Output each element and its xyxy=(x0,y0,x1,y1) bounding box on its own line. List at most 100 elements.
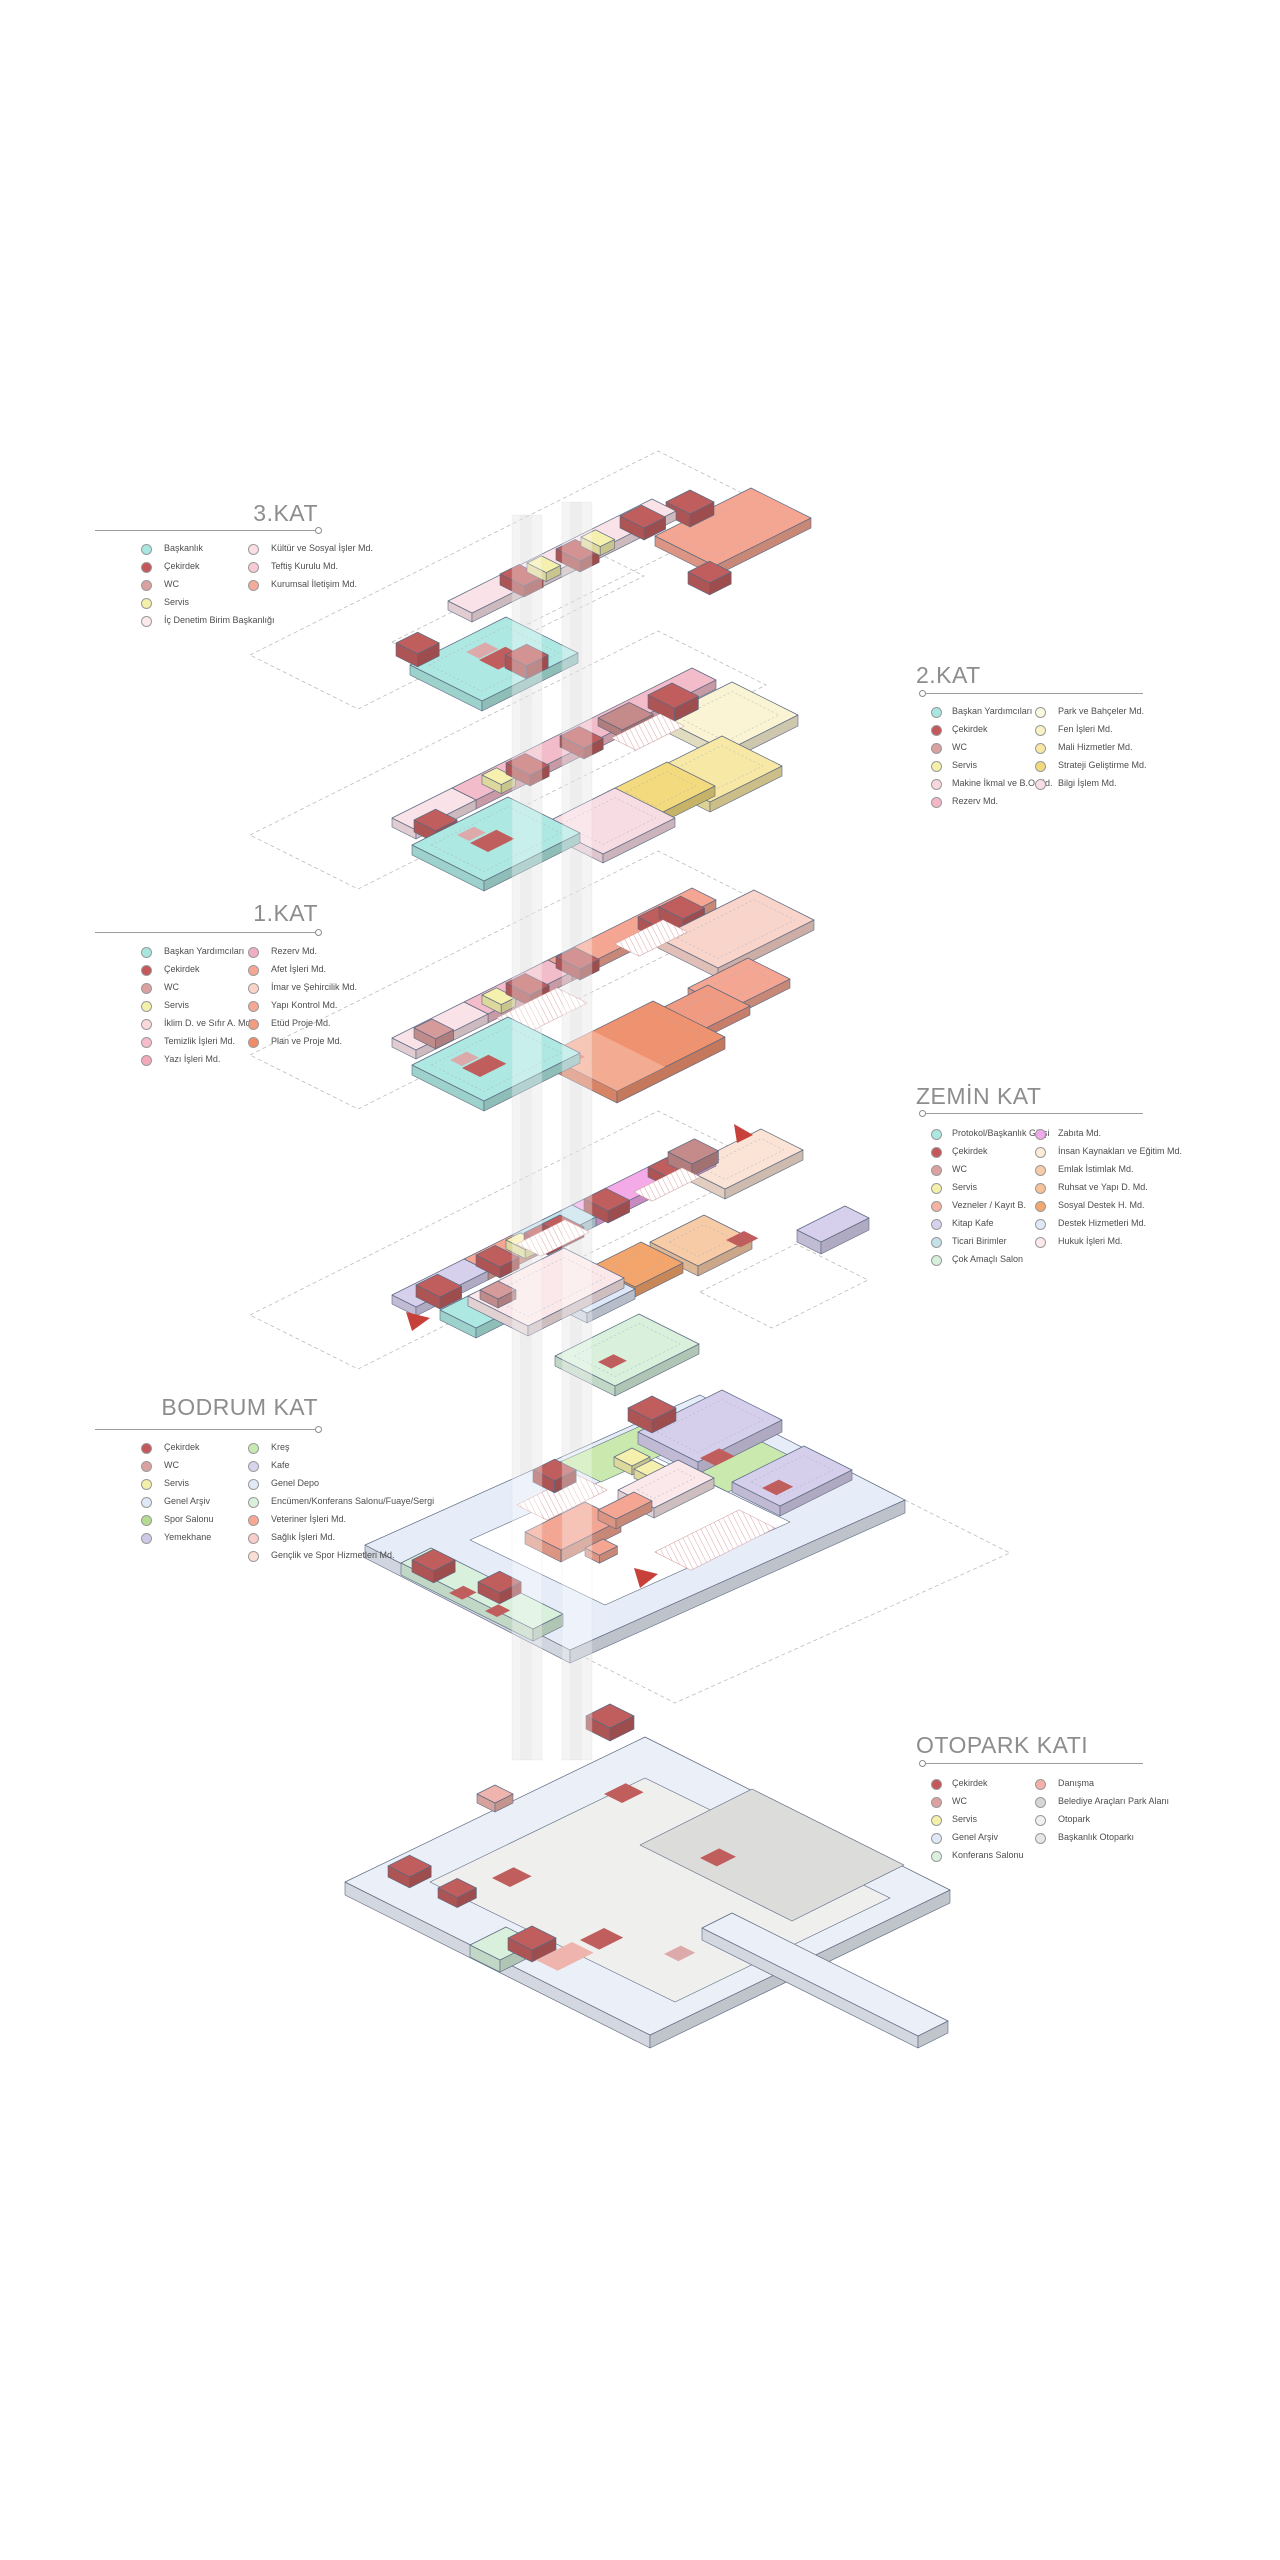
legend-label: Rezerv Md. xyxy=(952,796,999,806)
legend-label: Ruhsat ve Yapı D. Md. xyxy=(1058,1182,1148,1192)
legend-label: Sosyal Destek H. Md. xyxy=(1058,1200,1145,1210)
legend-label: İklim D. ve Sıfır A. Md. xyxy=(164,1018,254,1028)
legend-label: Veteriner İşleri Md. xyxy=(271,1514,347,1524)
legend-label: WC xyxy=(164,1460,179,1470)
floor-title-bodrum: BODRUM KAT xyxy=(161,1394,318,1420)
legend-label: İmar ve Şehircilik Md. xyxy=(271,982,358,992)
legend-swatch xyxy=(1034,1182,1046,1194)
legend-swatch xyxy=(140,1442,152,1454)
legend-swatch xyxy=(930,1832,942,1844)
legend-label: Başkanlık xyxy=(164,543,204,553)
legend-label: WC xyxy=(952,1164,967,1174)
floor-title-kat1: 1.KAT xyxy=(253,900,318,926)
legend-divider-dot-icon xyxy=(314,1426,322,1433)
legend-swatch xyxy=(1034,778,1046,790)
legend-label: Çekirdek xyxy=(164,561,200,571)
legend-label: WC xyxy=(164,982,179,992)
legend-divider-line xyxy=(95,530,318,531)
legend-label: Zabıta Md. xyxy=(1058,1128,1102,1138)
legend-swatch xyxy=(140,1514,152,1526)
legend-swatch xyxy=(930,1182,942,1194)
floor-plate-kat2 xyxy=(249,630,799,892)
legend-swatch xyxy=(140,964,152,976)
floor-title-otopark: OTOPARK KATI xyxy=(916,1732,1089,1758)
legend-swatch xyxy=(247,1460,259,1472)
legend-swatch xyxy=(930,1778,942,1790)
legend-label: WC xyxy=(952,742,967,752)
legend-swatch xyxy=(247,1000,259,1012)
legend-label: Otopark xyxy=(1058,1814,1091,1824)
legend-swatch xyxy=(247,543,259,555)
legend-swatch xyxy=(1034,1128,1046,1140)
legend-swatch xyxy=(247,1036,259,1048)
legend-swatch xyxy=(930,724,942,736)
legend-label: Park ve Bahçeler Md. xyxy=(1058,706,1145,716)
legend-label: Genel Depo xyxy=(271,1478,320,1488)
legend-swatch xyxy=(247,982,259,994)
legend-label: Çekirdek xyxy=(952,1146,988,1156)
legend-swatch xyxy=(930,1796,942,1808)
floor-plate-bodrum xyxy=(364,1389,1011,1704)
legend-swatch xyxy=(930,1218,942,1230)
legend-swatch xyxy=(1034,1236,1046,1248)
legend-swatch xyxy=(247,1550,259,1562)
legend-label: Çekirdek xyxy=(952,724,988,734)
legend-swatch xyxy=(140,982,152,994)
legend-swatch xyxy=(247,946,259,958)
legend-label: Kafe xyxy=(271,1460,290,1470)
legend-divider-dot-icon xyxy=(918,690,926,697)
legend-swatch xyxy=(1034,724,1046,736)
legend-label: Servis xyxy=(164,1478,190,1488)
legend-divider-dot-icon xyxy=(314,527,322,534)
legend-swatch xyxy=(1034,1814,1046,1826)
legend-label: Danışma xyxy=(1058,1778,1095,1788)
legend-swatch xyxy=(247,1018,259,1030)
legend-swatch xyxy=(1034,1218,1046,1230)
legend-swatch xyxy=(247,579,259,591)
legend-divider-line xyxy=(922,1113,1143,1114)
legend-label: Temizlik İşleri Md. xyxy=(164,1036,236,1046)
legend-swatch xyxy=(140,1496,152,1508)
legend-divider-line xyxy=(95,932,318,933)
legend-label: Çekirdek xyxy=(164,964,200,974)
floor-title-zemin: ZEMİN KAT xyxy=(916,1083,1042,1109)
legend-divider-dot-icon xyxy=(918,1760,926,1767)
legend-swatch xyxy=(930,778,942,790)
legend-label: Başkanlık Otoparkı xyxy=(1058,1832,1135,1842)
legend-label: Emlak İstimlak Md. xyxy=(1058,1164,1134,1174)
legend-divider-line xyxy=(922,1763,1143,1764)
legend-label: Bilgi İşlem Md. xyxy=(1058,778,1117,788)
legend-swatch xyxy=(140,1478,152,1490)
legend-label: Vezneler / Kayıt B. xyxy=(952,1200,1027,1210)
legend-swatch xyxy=(247,1442,259,1454)
legend-divider-dot-icon xyxy=(314,929,322,936)
legend-label: İç Denetim Birim Başkanlığı xyxy=(164,615,275,625)
legend-swatch xyxy=(930,742,942,754)
legend-swatch xyxy=(1034,1164,1046,1176)
floor-plate-otopark xyxy=(344,1703,951,2049)
legend-swatch xyxy=(1034,1778,1046,1790)
legend-swatch xyxy=(140,946,152,958)
legend-swatch xyxy=(1034,1832,1046,1844)
legend-swatch xyxy=(930,760,942,772)
floor-plate-kat3 xyxy=(249,450,812,712)
legend-label: Strateji Geliştirme Md. xyxy=(1058,760,1147,770)
legend-label: Çekirdek xyxy=(164,1442,200,1452)
legend-swatch xyxy=(930,1814,942,1826)
legend-label: Spor Salonu xyxy=(164,1514,214,1524)
legend-label: Başkan Yardımcıları xyxy=(164,946,245,956)
legend-swatch xyxy=(930,1164,942,1176)
legend-swatch xyxy=(140,1000,152,1012)
legend-label: Servis xyxy=(164,1000,190,1010)
legend-label: Yapı Kontrol Md. xyxy=(271,1000,338,1010)
legend-label: Plan ve Proje Md. xyxy=(271,1036,343,1046)
legend-label: Hukuk İşleri Md. xyxy=(1058,1236,1123,1246)
legend-label: Belediye Araçları Park Alanı xyxy=(1058,1796,1170,1806)
legend-label: Destek Hizmetleri Md. xyxy=(1058,1218,1147,1228)
legend-swatch xyxy=(1034,742,1046,754)
legend-swatch xyxy=(247,1496,259,1508)
legend-label: Kreş xyxy=(271,1442,290,1452)
legend-divider-line xyxy=(95,1429,318,1430)
